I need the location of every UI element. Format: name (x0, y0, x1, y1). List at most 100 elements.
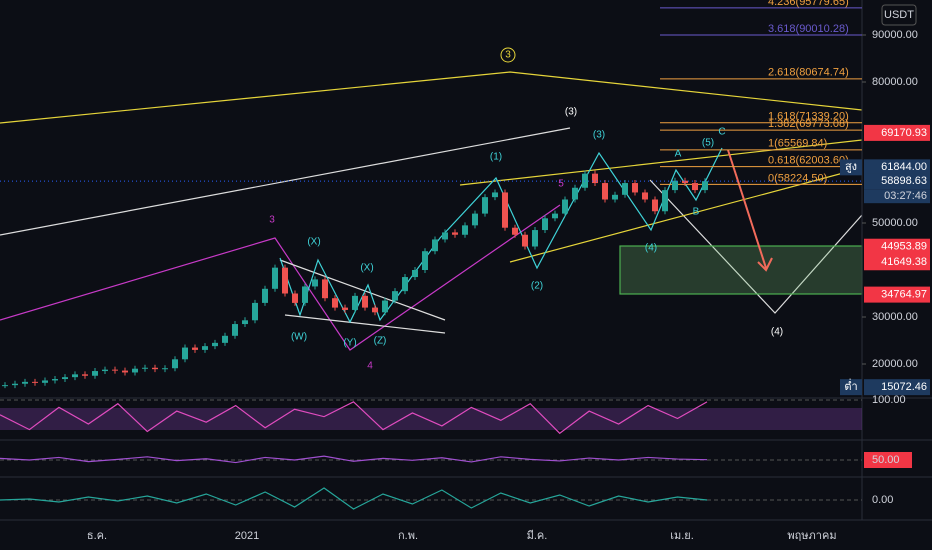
candle (702, 181, 708, 191)
countdown: 03:27:46 (884, 190, 927, 202)
candle (352, 295, 358, 310)
candle (372, 307, 378, 313)
y-tick-label: 30000.00 (872, 311, 918, 323)
currency[interactable]: USDT (884, 9, 914, 21)
wave-line (279, 147, 723, 324)
candle (272, 267, 278, 289)
candle (42, 380, 48, 383)
candle (332, 298, 338, 308)
price-tag-label: 61844.00 (881, 161, 927, 173)
candle (432, 239, 438, 252)
fib-label: 1.618(71339.20) (768, 111, 849, 123)
fib-label: 0(58224.50) (768, 172, 827, 184)
candle (402, 277, 408, 292)
wave-label: 3 (505, 50, 511, 61)
y-tick-label: 0.00 (872, 494, 893, 506)
fib-label: 1.382(69773.08) (768, 118, 849, 130)
candle (242, 320, 248, 325)
wave-label: (5) (702, 138, 714, 149)
candle (602, 183, 608, 200)
y-tick-label: 90000.00 (872, 29, 918, 41)
trend-line (0, 71, 863, 124)
wave-label: (X) (360, 263, 373, 274)
price-tag (864, 159, 930, 176)
wave-label: (3) (565, 107, 577, 118)
candle (82, 374, 88, 376)
wedge (284, 314, 446, 334)
candle (172, 359, 178, 369)
candle (162, 368, 168, 370)
candle (562, 199, 568, 214)
wedge (279, 259, 446, 321)
candle (132, 368, 138, 373)
candle (392, 291, 398, 301)
x-tick-label: พฤษภาคม (787, 530, 836, 542)
price-tag (864, 286, 930, 303)
price-tag-label: 41649.38 (881, 256, 927, 268)
wave-label: (Y) (343, 338, 356, 349)
price-tag (864, 124, 930, 141)
candle (2, 385, 8, 387)
candle (282, 267, 288, 294)
wave-label: 3 (269, 215, 275, 226)
price-tag (864, 238, 930, 255)
fib-label: 0.618(62003.60) (768, 154, 849, 166)
channel (509, 167, 863, 263)
y-tick-label: 50.00 (872, 454, 900, 466)
candle (122, 370, 128, 373)
candle (502, 192, 508, 228)
candle (622, 183, 628, 195)
candle (252, 302, 258, 321)
candle (322, 279, 328, 299)
currency-box[interactable] (881, 4, 917, 26)
candle (552, 213, 558, 219)
channel (459, 139, 863, 186)
candle (482, 197, 488, 214)
y-tick-label: 50000.00 (872, 217, 918, 229)
rsi-band (0, 408, 862, 430)
y-tick-label: 80000.00 (872, 76, 918, 88)
candle (312, 279, 318, 287)
candle (202, 346, 208, 350)
price-tag-label: 34764.97 (881, 289, 927, 301)
candle (232, 324, 238, 336)
candle (682, 180, 688, 184)
wave-label: (1) (490, 152, 502, 163)
candle (302, 286, 308, 303)
wave-label: B (693, 207, 700, 218)
wave-label: (Z) (374, 336, 387, 347)
arrow (727, 149, 767, 269)
x-tick-label: เม.ย. (670, 530, 694, 542)
price-tag-prefix-box (840, 379, 862, 396)
candle (452, 232, 458, 235)
arrow-head (757, 257, 773, 272)
price-tag-prefix-box (840, 159, 862, 176)
candle (662, 190, 668, 212)
fib-label: 3.618(90010.28) (768, 23, 849, 35)
candle (512, 227, 518, 235)
candle (382, 300, 388, 313)
candle (692, 183, 698, 191)
wave-circle (500, 47, 516, 63)
price-tag (864, 379, 930, 396)
candle (652, 199, 658, 212)
candle (12, 383, 18, 386)
candle (522, 234, 528, 247)
x-tick-label: มี.ค. (527, 529, 548, 542)
candle (422, 251, 428, 271)
candle (192, 347, 198, 350)
candle (442, 232, 448, 240)
fib-label: 1(65569.84) (768, 138, 827, 150)
wave-label: (2) (531, 281, 543, 292)
trend-line (0, 127, 571, 236)
wave-label: (X) (307, 237, 320, 248)
price-tag (864, 254, 930, 271)
candle (72, 374, 78, 378)
candle (32, 381, 38, 383)
countdown-box (864, 189, 930, 204)
wave-line (0, 204, 561, 351)
price-tag (864, 173, 930, 190)
candle (92, 371, 98, 376)
target-zone (619, 245, 863, 295)
